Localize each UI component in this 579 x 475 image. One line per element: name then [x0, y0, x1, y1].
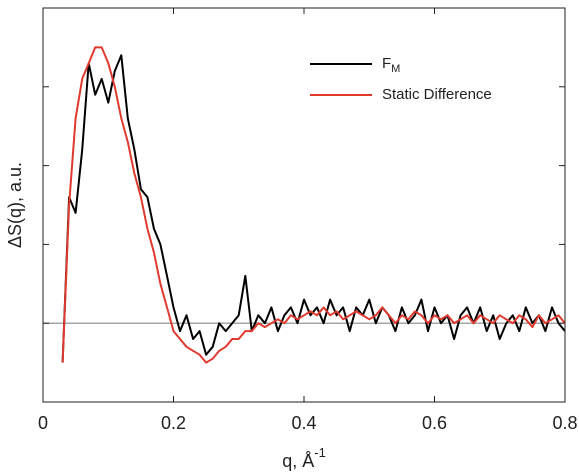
x-tick-label: 0	[38, 413, 48, 433]
legend-name: F	[382, 55, 391, 72]
legend-subscript: M	[391, 63, 400, 75]
x-axis-label: q, Å-1	[282, 445, 326, 470]
x-tick-label: 0.2	[161, 413, 186, 433]
y-axis-label: ΔS(q), a.u.	[5, 162, 25, 248]
legend-name: Static Difference	[382, 86, 492, 103]
legend-label: FM	[382, 55, 400, 75]
x-tick-label: 0.6	[422, 413, 447, 433]
series-line	[61, 54, 566, 363]
x-tick-label: 0.4	[291, 413, 316, 433]
x-axis-label-sup: -1	[314, 445, 326, 460]
legend-label: Static Difference	[382, 86, 492, 103]
series-line	[61, 46, 566, 364]
x-axis-label-main: q, Å	[282, 451, 314, 471]
plot-frame	[42, 7, 566, 403]
x-tick-label: 0.8	[552, 413, 577, 433]
